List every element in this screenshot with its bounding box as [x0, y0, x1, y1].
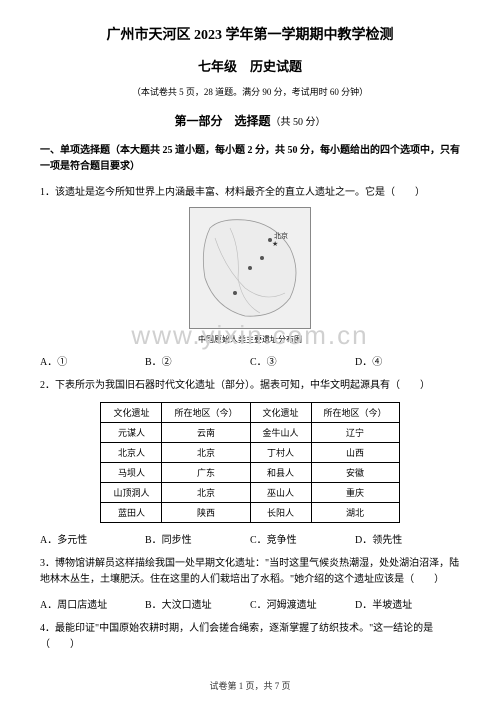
- question-1-map-wrap: 北京 ★ 中国原始人类主要遗址分布图: [40, 207, 460, 345]
- q1-option-b: B．②: [145, 353, 250, 368]
- th-2: 文化遗址: [250, 403, 311, 423]
- th-1: 所在地区（今）: [162, 403, 250, 423]
- question-2-table: 文化遗址 所在地区（今） 文化遗址 所在地区（今） 元谋人 云南 金牛山人 辽宁…: [100, 402, 399, 523]
- page-number: 试卷第 1 页，共 7 页: [0, 679, 500, 692]
- q2-option-c: C．竞争性: [250, 531, 355, 546]
- q2-option-b: B．同步性: [145, 531, 250, 546]
- map-label-beijing: 北京: [274, 231, 288, 240]
- table-row: 北京人 北京 丁村人 山西: [101, 443, 399, 463]
- q2-option-d: D．领先性: [355, 531, 460, 546]
- q1-option-c: C．③: [250, 353, 355, 368]
- section-heading: 第一部分 选择题（共 50 分）: [40, 112, 460, 129]
- exam-note: （本试卷共 5 页，28 道题。满分 90 分，考试用时 60 分钟）: [40, 85, 460, 98]
- th-3: 所在地区（今）: [311, 403, 399, 423]
- table-header-row: 文化遗址 所在地区（今） 文化遗址 所在地区（今）: [101, 403, 399, 423]
- question-2-options: A．多元性 B．同步性 C．竞争性 D．领先性: [40, 531, 460, 546]
- q3-option-d: D．半坡遗址: [355, 596, 460, 611]
- table-row: 元谋人 云南 金牛山人 辽宁: [101, 423, 399, 443]
- table-row: 马坝人 广东 和县人 安徽: [101, 463, 399, 483]
- q3-option-c: C．河姆渡遗址: [250, 596, 355, 611]
- q3-option-b: B．大汶口遗址: [145, 596, 250, 611]
- table-row: 山顶洞人 北京 巫山人 重庆: [101, 483, 399, 503]
- q2-option-a: A．多元性: [40, 531, 145, 546]
- q1-option-d: D．④: [355, 353, 460, 368]
- section-sub-text: （共 50 分）: [271, 117, 326, 128]
- instruction-text: 一、单项选择题（本大题共 25 道小题，每小题 2 分，共 50 分，每小题给出…: [40, 143, 460, 175]
- section-title-text: 第一部分 选择题: [174, 114, 270, 128]
- question-1-text: 1．该遗址是迄今所知世界上内涵最丰富、材料最齐全的直立人遗址之一。它是（ ）: [40, 185, 460, 201]
- sub-title: 七年级 历史试题: [40, 56, 460, 75]
- q1-option-a: A．①: [40, 353, 145, 368]
- map-caption: 中国原始人类主要遗址分布图: [40, 334, 460, 345]
- question-4-text: 4．最能印证"中国原始农耕时期，人们会搓合绳索，逐渐掌握了纺织技术。"这一结论的…: [40, 621, 460, 653]
- china-map-figure: 北京 ★: [189, 207, 311, 329]
- th-0: 文化遗址: [101, 403, 162, 423]
- question-2-text: 2．下表所示为我国旧石器时代文化遗址（部分）。据表可知，中华文明起源具有（ ）: [40, 378, 460, 394]
- q3-option-a: A．周口店遗址: [40, 596, 145, 611]
- question-1-options: A．① B．② C．③ D．④: [40, 353, 460, 368]
- svg-text:★: ★: [272, 240, 278, 248]
- main-title: 广州市天河区 2023 学年第一学期期中教学检测: [40, 24, 460, 44]
- question-3-text: 3．博物馆讲解员这样描绘我国一处早期文化遗址："当时这里气候炎热潮湿，处处湖泊沼…: [40, 556, 460, 588]
- table-row: 蓝田人 陕西 长阳人 湖北: [101, 503, 399, 523]
- question-3-options: A．周口店遗址 B．大汶口遗址 C．河姆渡遗址 D．半坡遗址: [40, 596, 460, 611]
